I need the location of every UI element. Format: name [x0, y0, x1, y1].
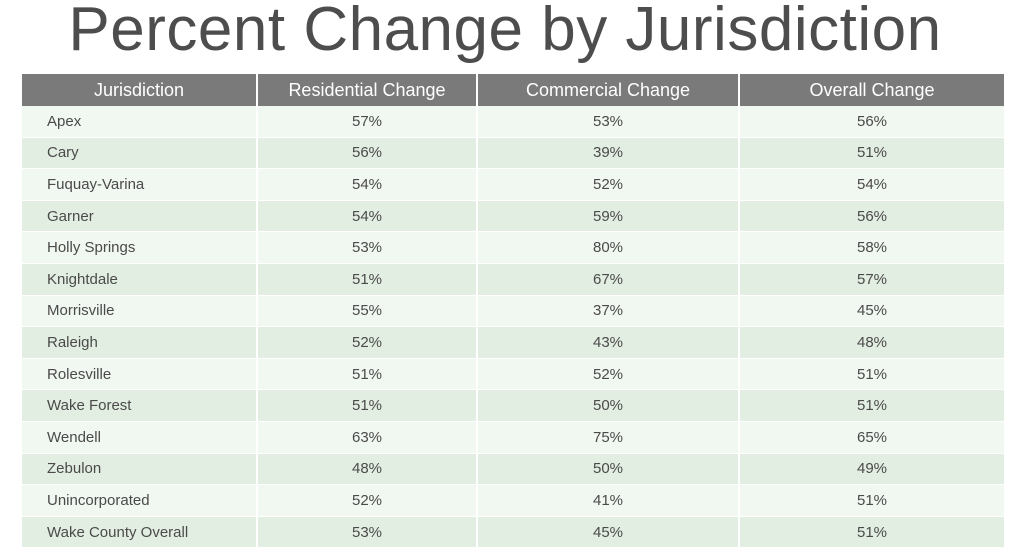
cell-overall-change: 56%: [740, 200, 1004, 233]
cell-residential-change: 55%: [258, 295, 476, 328]
cell-residential-change: 52%: [258, 485, 476, 517]
cell-jurisdiction: Apex: [22, 106, 256, 138]
cell-residential-change: 54%: [258, 169, 476, 201]
cell-jurisdiction: Knightdale: [22, 263, 256, 296]
cell-commercial-change: 52%: [478, 358, 738, 391]
cell-residential-change: 51%: [258, 358, 476, 391]
cell-commercial-change: 80%: [478, 232, 738, 264]
cell-residential-change: 51%: [258, 390, 476, 422]
cell-residential-change: 51%: [258, 263, 476, 296]
cell-jurisdiction: Holly Springs: [22, 232, 256, 264]
header-commercial-change: Commercial Change: [478, 74, 738, 106]
table-row: Knightdale 51% 67% 57%: [22, 263, 1004, 296]
cell-commercial-change: 52%: [478, 169, 738, 201]
cell-jurisdiction: Garner: [22, 200, 256, 233]
cell-jurisdiction: Wake Forest: [22, 390, 256, 422]
cell-commercial-change: 50%: [478, 390, 738, 422]
cell-residential-change: 52%: [258, 327, 476, 359]
cell-jurisdiction: Unincorporated: [22, 485, 256, 517]
cell-residential-change: 48%: [258, 453, 476, 486]
cell-jurisdiction: Rolesville: [22, 358, 256, 391]
cell-overall-change: 57%: [740, 263, 1004, 296]
cell-residential-change: 53%: [258, 516, 476, 549]
cell-residential-change: 63%: [258, 421, 476, 454]
table-row: Fuquay-Varina 54% 52% 54%: [22, 169, 1004, 201]
table-row: Rolesville 51% 52% 51%: [22, 358, 1004, 391]
cell-overall-change: 51%: [740, 137, 1004, 170]
cell-residential-change: 56%: [258, 137, 476, 170]
cell-commercial-change: 59%: [478, 200, 738, 233]
table-row: Wake Forest 51% 50% 51%: [22, 390, 1004, 422]
cell-overall-change: 49%: [740, 453, 1004, 486]
cell-commercial-change: 50%: [478, 453, 738, 486]
table-row: Wake County Overall 53% 45% 51%: [22, 516, 1004, 549]
cell-residential-change: 57%: [258, 106, 476, 138]
cell-commercial-change: 37%: [478, 295, 738, 328]
cell-commercial-change: 41%: [478, 485, 738, 517]
cell-jurisdiction: Wake County Overall: [22, 516, 256, 549]
cell-overall-change: 51%: [740, 358, 1004, 391]
cell-commercial-change: 75%: [478, 421, 738, 454]
cell-overall-change: 65%: [740, 421, 1004, 454]
table-row: Raleigh 52% 43% 48%: [22, 327, 1004, 359]
cell-commercial-change: 67%: [478, 263, 738, 296]
cell-overall-change: 54%: [740, 169, 1004, 201]
cell-jurisdiction: Wendell: [22, 421, 256, 454]
cell-overall-change: 48%: [740, 327, 1004, 359]
cell-jurisdiction: Morrisville: [22, 295, 256, 328]
cell-commercial-change: 53%: [478, 106, 738, 138]
cell-overall-change: 51%: [740, 516, 1004, 549]
table-row: Morrisville 55% 37% 45%: [22, 295, 1004, 328]
cell-commercial-change: 43%: [478, 327, 738, 359]
page-title: Percent Change by Jurisdiction: [68, 0, 942, 64]
cell-overall-change: 58%: [740, 232, 1004, 264]
cell-jurisdiction: Cary: [22, 137, 256, 170]
table-row: Holly Springs 53% 80% 58%: [22, 232, 1004, 264]
header-jurisdiction: Jurisdiction: [22, 74, 256, 106]
table-header-row: Jurisdiction Residential Change Commerci…: [22, 74, 1004, 106]
table-body: Apex 57% 53% 56% Cary 56% 39% 51% Fuquay-Varina 5…: [22, 106, 1004, 549]
header-overall-change: Overall Change: [740, 74, 1004, 106]
table-row: Garner 54% 59% 56%: [22, 200, 1004, 233]
cell-jurisdiction: Zebulon: [22, 453, 256, 486]
cell-overall-change: 51%: [740, 390, 1004, 422]
header-residential-change: Residential Change: [258, 74, 476, 106]
table-row: Unincorporated 52% 41% 51%: [22, 485, 1004, 517]
cell-jurisdiction: Fuquay-Varina: [22, 169, 256, 201]
cell-jurisdiction: Raleigh: [22, 327, 256, 359]
cell-overall-change: 56%: [740, 106, 1004, 138]
table-row: Apex 57% 53% 56%: [22, 106, 1004, 138]
cell-overall-change: 51%: [740, 485, 1004, 517]
cell-residential-change: 54%: [258, 200, 476, 233]
table-row: Zebulon 48% 50% 49%: [22, 453, 1004, 486]
table-row: Wendell 63% 75% 65%: [22, 421, 1004, 454]
percent-change-table: Jurisdiction Residential Change Commerci…: [20, 74, 1006, 549]
table-row: Cary 56% 39% 51%: [22, 137, 1004, 170]
cell-commercial-change: 45%: [478, 516, 738, 549]
cell-residential-change: 53%: [258, 232, 476, 264]
cell-commercial-change: 39%: [478, 137, 738, 170]
cell-overall-change: 45%: [740, 295, 1004, 328]
